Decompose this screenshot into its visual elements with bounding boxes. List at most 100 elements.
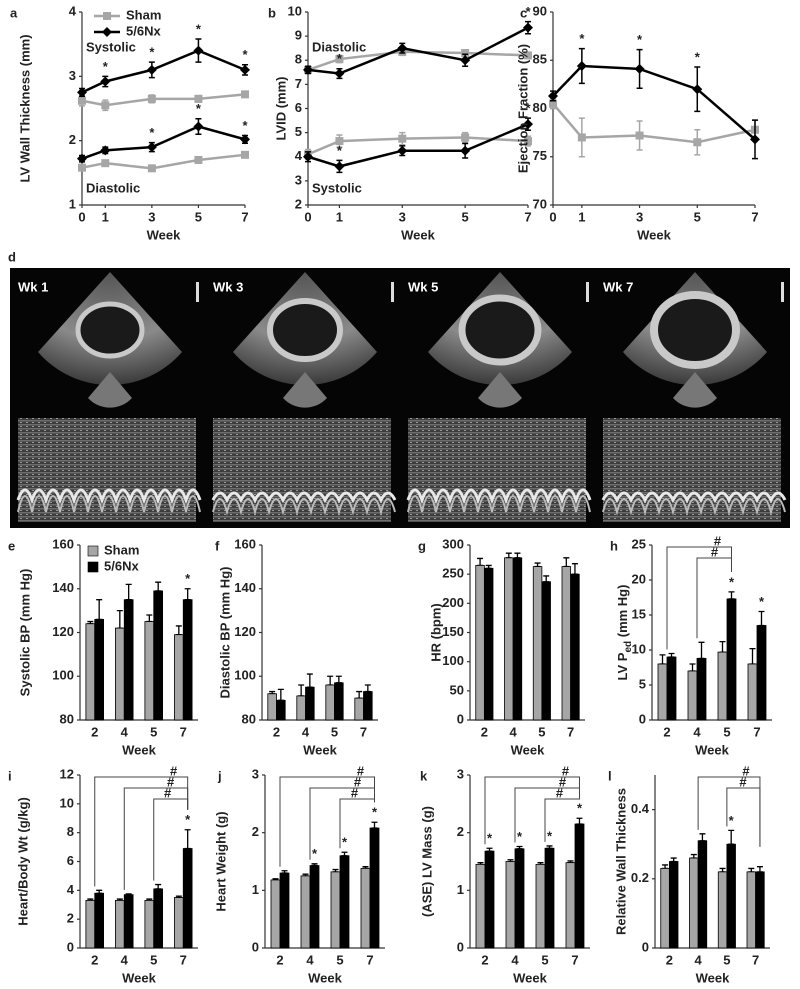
- marker: [693, 138, 702, 147]
- x-tick-label: 4: [121, 724, 129, 739]
- marker: [524, 51, 532, 60]
- bar: [726, 598, 737, 721]
- marker: [334, 68, 345, 79]
- marker: [240, 64, 250, 75]
- x-tick-label: 3: [148, 209, 155, 224]
- bar: [697, 840, 708, 949]
- comparison-bracket: [339, 798, 375, 849]
- significance-star: *: [577, 801, 583, 816]
- x-tick-label: 7: [752, 952, 759, 967]
- echo-wall-trace: [601, 491, 787, 504]
- y-tick-label: 0: [252, 939, 259, 954]
- marker: [147, 164, 156, 173]
- marker: [146, 64, 157, 75]
- bar: [94, 618, 105, 721]
- series-line: [552, 64, 756, 141]
- marker: [194, 155, 203, 164]
- x-tick-label: 5: [723, 952, 730, 967]
- x-axis-label: Week: [401, 227, 435, 242]
- bar: [574, 823, 585, 949]
- bar: [153, 590, 164, 721]
- bar: [726, 843, 736, 949]
- panel-letter: c: [520, 5, 527, 20]
- bar: [657, 663, 668, 721]
- marker: [460, 55, 471, 66]
- bar: [182, 848, 193, 949]
- bar: [717, 651, 728, 721]
- x-tick-label: 4: [302, 724, 310, 739]
- significance-star: *: [337, 143, 343, 158]
- bar: [296, 695, 306, 721]
- y-tick-label: 90: [533, 3, 547, 18]
- y-tick-label: 50: [450, 682, 464, 697]
- bar: [173, 897, 184, 949]
- group-label: Diastolic: [312, 39, 366, 54]
- marker: [240, 134, 250, 145]
- significance-star: *: [525, 101, 531, 116]
- y-tick-label: 20: [632, 571, 646, 586]
- echo-wall-trace: [602, 498, 786, 516]
- y-tick-label: 0: [642, 939, 649, 954]
- error-bar: [485, 564, 492, 569]
- comparison-mark: #: [556, 785, 564, 800]
- y-tick-label: 3: [295, 172, 302, 187]
- error-bar: [298, 684, 305, 697]
- error-bar: [371, 821, 378, 829]
- error-bar: [662, 864, 669, 870]
- error-bar: [364, 684, 371, 693]
- error-bar: [184, 588, 191, 601]
- error-bar: [576, 817, 583, 825]
- x-tick-label: 2: [276, 952, 283, 967]
- y-tick-label: 0: [457, 939, 464, 954]
- x-tick-label: 4: [511, 952, 519, 967]
- echo-wall-trace: [17, 495, 201, 513]
- marker: [335, 137, 344, 146]
- marker: [577, 133, 586, 142]
- x-tick-label: 4: [306, 952, 314, 967]
- panel-letter: b: [268, 5, 276, 20]
- y-axis-label: LV Ped (mm Hg): [615, 585, 633, 681]
- significance-star: *: [103, 59, 109, 74]
- x-axis-label: Week: [122, 742, 156, 757]
- bar: [144, 621, 155, 721]
- legend-label: 5/6Nx: [126, 23, 161, 38]
- bar: [505, 861, 516, 949]
- y-tick-label: 1: [252, 882, 259, 897]
- bar: [687, 670, 698, 721]
- y-tick-label: 200: [442, 595, 464, 610]
- marker: [78, 96, 86, 105]
- marker: [461, 49, 470, 58]
- y-tick-label: 100: [52, 668, 74, 683]
- panel-letter: e: [8, 538, 15, 553]
- y-tick-label: 300: [442, 536, 464, 551]
- y-tick-label: 3: [252, 766, 259, 781]
- x-tick-label: 5: [462, 209, 469, 224]
- echo-ventricle: [650, 291, 740, 369]
- error-bar: [758, 610, 765, 627]
- y-tick-label: 7: [295, 76, 302, 91]
- panel-letter: g: [418, 538, 426, 553]
- significance-star: *: [372, 805, 378, 820]
- x-tick-label: 2: [481, 724, 488, 739]
- y-axis-label: Relative Wall Thickness: [613, 788, 628, 935]
- error-bar: [728, 829, 735, 845]
- echo-inset: [283, 372, 327, 408]
- significance-star: *: [312, 846, 318, 861]
- comparison-mark: #: [742, 763, 750, 778]
- error-bar: [719, 640, 726, 653]
- comparison-bracket: [514, 787, 580, 843]
- x-tick-label: 1: [336, 209, 343, 224]
- error-bar: [689, 663, 696, 672]
- y-tick-label: 4: [69, 3, 77, 18]
- y-tick-label: 0: [639, 711, 646, 726]
- x-tick-label: 4: [693, 724, 701, 739]
- echo-frame-label: Wk 5: [408, 279, 438, 294]
- x-tick-label: 7: [751, 209, 758, 224]
- error-bar: [668, 652, 675, 658]
- bar: [267, 693, 277, 721]
- comparison-bracket: [666, 546, 732, 650]
- significance-star: *: [149, 125, 155, 140]
- x-tick-label: 4: [121, 952, 129, 967]
- panel-letter: j: [217, 768, 222, 783]
